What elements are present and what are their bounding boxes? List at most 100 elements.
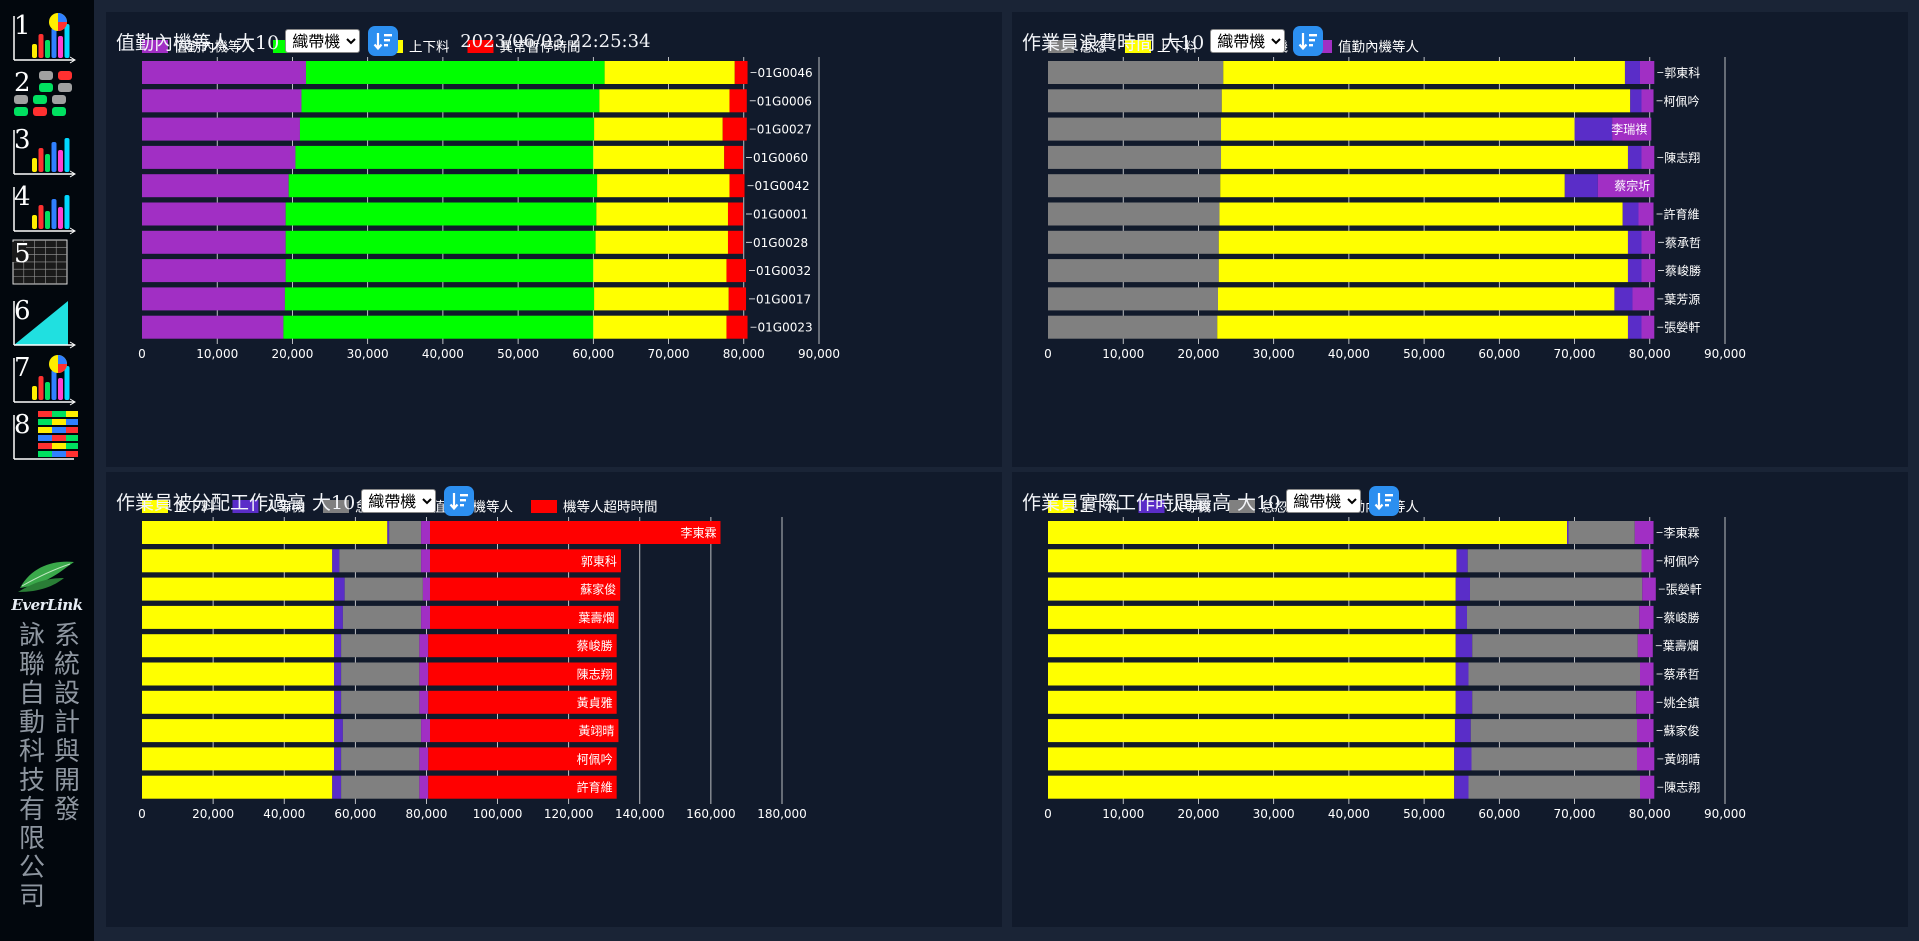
nav-button-3[interactable]: 3 [10,122,84,180]
x-tick-label: 30,000 [1253,807,1295,821]
nav-button-5[interactable]: 5 [10,236,84,294]
bar-segment [1641,549,1654,573]
bar-segment [284,287,595,311]
nav-button-6[interactable]: 6 [10,293,84,351]
bar-segment [593,145,725,169]
bar-segment [419,775,429,799]
nav-button-8[interactable]: 8 [10,407,84,465]
bar-segment [1641,259,1656,283]
legend-item[interactable]: 值勤內機等人 [142,39,255,56]
bar-label: 蘇家俊 [580,582,616,597]
bar-segment [727,202,744,226]
nav-button-7[interactable]: 7 [10,350,84,408]
x-tick-label: 40,000 [1328,347,1370,361]
machine-type-select[interactable]: 織帶機 [1286,489,1362,513]
bar-segment [1468,775,1640,799]
machine-type-select[interactable]: 織帶機 [1210,29,1286,53]
bar-segment [1218,287,1615,311]
bar-segment [1627,259,1642,283]
bar-segment [428,775,617,799]
bar-segment [1454,747,1472,771]
bar-segment [142,202,286,226]
tile-grid-icon: 2 [14,68,72,116]
legend-item[interactable]: 上下料 [142,500,215,516]
bar-segment [387,521,390,544]
bar-segment [341,634,420,658]
bar-segment [142,230,286,254]
bar-segment [1048,634,1456,658]
nav-number: 1 [14,11,31,41]
bar-segment [1564,174,1598,198]
bar-segment [1639,605,1654,629]
bar-segment [339,549,422,573]
bar-segment [1048,315,1218,339]
chart-machine-wait: 值勤內機等人加工時間上下料異常暫停時間01G004601G000601G0027… [138,39,840,362]
bar-label: 01G0032 [756,264,811,278]
bar-segment [1637,634,1653,658]
bar-segment [1641,230,1656,254]
bar-segment [1048,89,1222,113]
legend-item[interactable]: 人等機 [232,499,306,516]
nav-number: 2 [14,68,31,98]
bar-label: 葉壽爛 [578,610,614,625]
bar-segment [288,174,598,198]
bar-segment [1221,145,1628,169]
machine-type-select[interactable]: 織帶機 [361,489,437,513]
nav-button-1[interactable]: 1 [10,8,84,66]
bar-segment [727,230,744,254]
nav-number: 8 [14,410,31,440]
bar-segment [341,747,420,771]
sort-button[interactable] [444,486,475,516]
legend-label: 人等機 [265,499,306,516]
panel-operator-waste: 怠忽上下料人等機值勤內機等人郭東科柯佩吟李瑞祺陳志翔蔡宗圻許育維蔡承哲蔡峻勝葉芳… [1012,12,1908,467]
bar-segment [1455,690,1473,714]
bar-label: 01G0001 [753,208,808,222]
chart-operator-actual-work: 上下料人等機怠忽值勤內機等人李東霖柯佩吟張嫈軒蔡峻勝葉壽爛蔡承哲姚全鎮蘇家俊黃翊… [1044,499,1746,822]
bar-segment [1221,117,1575,141]
x-tick-label: 80,000 [405,807,447,821]
chart-operator-overload: 上下料人等機怠忽值勤內機等人機等人超時時間李東霖郭東科蘇家俊葉壽爛蔡峻勝陳志翔黃… [138,499,807,822]
machine-type-select[interactable]: 織帶機 [285,29,361,53]
bar-segment [599,89,730,113]
legend-item[interactable]: 機等人超時時間 [531,499,658,516]
legend-item[interactable]: 人等機 [1138,499,1212,516]
bar-segment [1634,521,1654,544]
bar-segment [1641,315,1655,339]
bar-segment [142,89,302,113]
legend-item[interactable]: 上下料 [1048,500,1121,516]
bar-segment [341,662,420,686]
bar-segment [334,634,342,658]
bar-segment [341,775,420,799]
nav-button-4[interactable]: 4 [10,179,84,237]
legend-label: 上下料 [174,500,215,516]
bar-segment [1048,775,1455,799]
sort-button[interactable] [1369,486,1400,516]
bar-segment [334,605,343,629]
nav-button-2[interactable]: 2 [10,65,84,123]
sort-button[interactable] [368,26,399,56]
bar-segment [142,259,286,283]
bar-segment [1636,719,1654,743]
x-tick-label: 0 [1044,807,1052,821]
bar-segment [334,662,342,686]
legend-label: 異常暫停時間 [500,39,581,56]
legend-item[interactable]: 怠忽 [1229,500,1288,516]
x-tick-label: 0 [138,807,146,821]
bar-segment [142,117,300,141]
bar-segment [1630,89,1642,113]
brand-name: EverLink [11,596,83,614]
x-tick-label: 30,000 [347,347,389,361]
legend-item[interactable]: 怠忽 [1048,40,1107,56]
bar-segment [1638,202,1654,226]
legend-item[interactable]: 異常暫停時間 [467,39,581,56]
bar-segment [142,287,285,311]
bar-label: 蔡承哲 [1664,668,1700,682]
bar-segment [1627,315,1642,339]
sort-button[interactable] [1293,26,1324,56]
bar-label: 01G0046 [758,66,813,80]
legend-item[interactable]: 上下料 [1125,40,1198,56]
bar-segment [726,315,748,339]
bar-segment [1048,61,1224,84]
bar-label: 陳志翔 [1664,781,1700,795]
sidebar: 1 2 3 4 5 6 7 8 EverLink 詠聯自動科技有限公司 系統設計與開發 [0,0,94,941]
